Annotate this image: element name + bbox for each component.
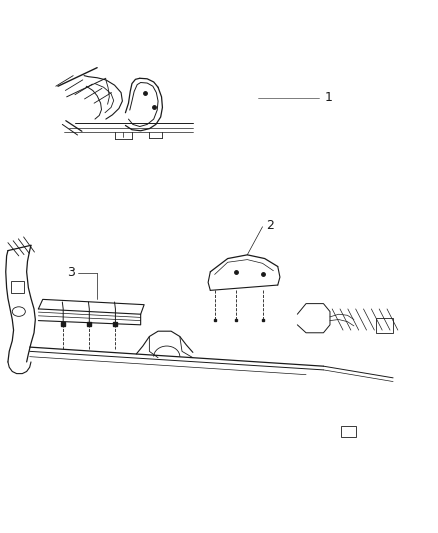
Text: 3: 3 <box>67 266 75 279</box>
Bar <box>11 281 24 293</box>
Bar <box>376 318 393 333</box>
Text: 1: 1 <box>324 91 332 104</box>
Text: 2: 2 <box>266 219 274 232</box>
Bar <box>341 425 356 437</box>
